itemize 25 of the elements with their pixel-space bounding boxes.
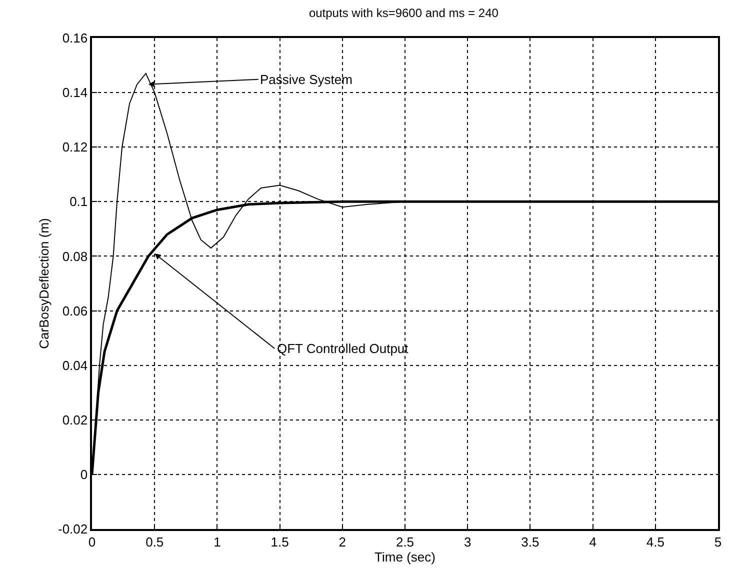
y-axis-title: CarBosyDeflection (m) [36, 218, 52, 349]
x-tick-label: 0.5 [146, 534, 164, 550]
y-tick-label: 0.08 [62, 248, 88, 264]
x-tick-label: 1.5 [270, 534, 289, 550]
y-tick-label: 0.04 [62, 358, 88, 373]
y-tick-label: 0.12 [62, 140, 88, 155]
x-tick-label: 2 [338, 534, 346, 550]
x-tick-label: 4 [589, 534, 596, 550]
x-tick-label: 3 [464, 534, 472, 550]
y-tick-label: 0.1 [70, 194, 88, 210]
x-axis-title: Time (sec) [374, 549, 436, 564]
y-tick-label: 0.14 [62, 85, 88, 100]
y-tick-label: -0.02 [58, 522, 88, 537]
y-tick-label: 0.02 [62, 412, 88, 428]
annotation: Passive System [260, 72, 352, 87]
x-tick-label: 4.5 [646, 534, 664, 550]
chart-title: outputs with ks=9600 and ms = 240 [308, 6, 499, 20]
y-tick-label: 0 [80, 466, 88, 482]
x-tick-label: 5 [714, 534, 722, 550]
x-tick-label: 1 [214, 534, 221, 550]
x-tick-label: 2.5 [396, 534, 414, 550]
y-tick-label: 0.06 [62, 303, 88, 318]
x-tick-label: 3.5 [521, 534, 540, 550]
annotation: QFT Controlled Output [277, 341, 409, 356]
y-tick-label: 0.16 [62, 30, 88, 46]
